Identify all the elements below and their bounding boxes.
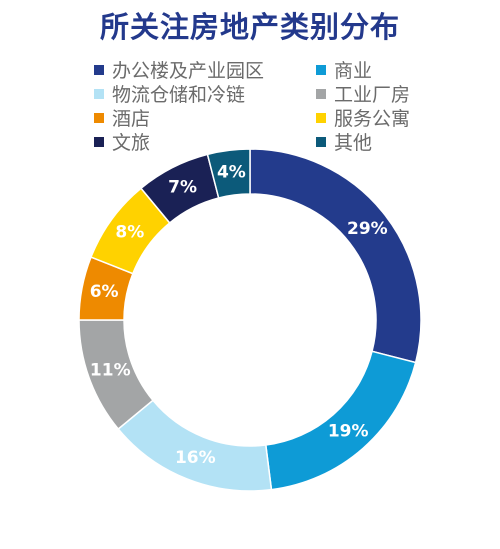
legend-label: 办公楼及产业园区	[112, 60, 265, 82]
legend-item: 文旅	[94, 130, 316, 154]
legend-label: 物流仓储和冷链	[112, 84, 246, 106]
donut-slice	[206, 148, 251, 199]
slice-label: 4%	[217, 163, 246, 183]
legend-swatch	[316, 88, 326, 99]
legend-item: 服务公寓	[316, 106, 434, 130]
chart-title: 所关注房地产类别分布	[99, 10, 400, 44]
legend-item: 工业厂房	[316, 82, 434, 106]
slice-label: 7%	[168, 178, 197, 198]
slice-label: 29%	[347, 219, 388, 239]
legend: 办公楼及产业园区 商业物流仓储和冷链 工业厂房酒店 服务公寓文旅 其他	[94, 58, 434, 154]
legend-label: 其他	[334, 132, 373, 154]
legend-label: 商业	[334, 60, 373, 82]
legend-item: 物流仓储和冷链	[94, 82, 316, 106]
legend-swatch	[316, 112, 326, 123]
legend-label: 服务公寓	[334, 108, 411, 130]
slice-label: 8%	[115, 223, 144, 243]
slice-label: 19%	[328, 421, 369, 441]
slice-label: 16%	[175, 448, 216, 468]
legend-item: 办公楼及产业园区	[94, 58, 316, 82]
slice-label: 11%	[90, 360, 131, 380]
slice-label: 6%	[90, 282, 119, 302]
legend-label: 工业厂房	[334, 84, 411, 106]
legend-swatch	[94, 136, 104, 147]
legend-swatch	[316, 64, 326, 75]
legend-item: 其他	[316, 130, 434, 154]
legend-item: 酒店	[94, 106, 316, 130]
legend-swatch	[316, 136, 326, 147]
legend-item: 商业	[316, 58, 434, 82]
legend-swatch	[94, 88, 104, 99]
legend-swatch	[94, 112, 104, 123]
donut-slice	[249, 148, 422, 364]
legend-swatch	[94, 64, 104, 75]
donut-slice	[117, 399, 273, 492]
legend-label: 酒店	[112, 108, 151, 130]
legend-label: 文旅	[112, 132, 151, 154]
